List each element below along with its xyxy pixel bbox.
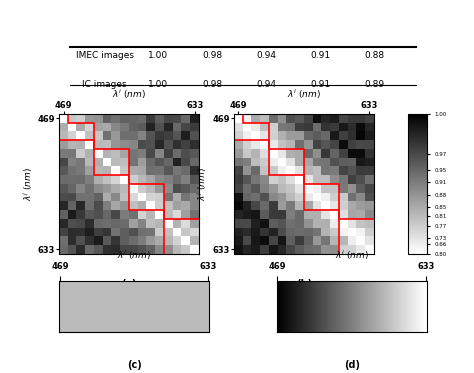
X-axis label: $\lambda^i$ $(nm)$: $\lambda^i$ $(nm)$ bbox=[335, 249, 369, 262]
Text: (a): (a) bbox=[121, 279, 137, 289]
Text: (c): (c) bbox=[127, 360, 142, 370]
X-axis label: $\lambda^i$ $(nm)$: $\lambda^i$ $(nm)$ bbox=[287, 88, 321, 101]
X-axis label: $\lambda^i$ $(nm)$: $\lambda^i$ $(nm)$ bbox=[112, 88, 146, 101]
X-axis label: $\lambda^i$ $(nm)$: $\lambda^i$ $(nm)$ bbox=[117, 249, 151, 262]
Y-axis label: $\lambda^j$ $(nm)$: $\lambda^j$ $(nm)$ bbox=[21, 167, 35, 201]
Text: (b): (b) bbox=[296, 279, 312, 289]
Y-axis label: $\lambda^j$ $(nm)$: $\lambda^j$ $(nm)$ bbox=[196, 167, 210, 201]
Text: (d): (d) bbox=[344, 360, 360, 370]
